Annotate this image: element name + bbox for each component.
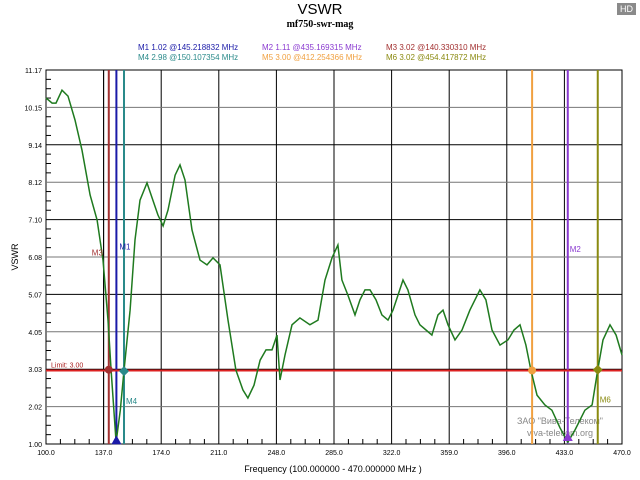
marker-label-m1: M1 [119,242,131,251]
marker-label-m4: M4 [126,397,138,406]
x-tick-label: 137.0 [95,450,113,457]
series-line [45,88,623,444]
hd-badge[interactable]: HD [617,3,636,15]
marker-label-m3: M3 [92,249,104,258]
y-tick-label: 6.08 [28,255,42,262]
x-tick-label: 396.0 [498,450,516,457]
y-tick-label: 11.17 [25,68,42,75]
x-tick-label: 285.0 [325,450,343,457]
x-tick-label: 322.0 [383,450,401,457]
chart-title: VSWR [297,1,343,18]
marker-m1-symbol [111,435,122,445]
marker-readout-m5: M5 3.00 @412.254366 MHz [262,53,362,62]
marker-readout-m1: M1 1.02 @145.218832 MHz [138,43,238,52]
x-tick-label: 174.0 [152,450,170,457]
y-tick-label: 4.05 [28,330,42,337]
y-axis-label: VSWR [10,243,20,271]
x-tick-label: 248.0 [268,450,286,457]
marker-readout-m4: M4 2.98 @150.107354 MHz [138,53,238,62]
watermark-url: viva-telecom.org [527,428,593,438]
watermark-company: ЗАО "Вива-Телеком" [517,416,603,426]
x-tick-label: 359.0 [440,450,458,457]
x-tick-label: 211.0 [210,450,227,457]
y-tick-label: 10.15 [24,105,42,112]
y-tick-label: 9.14 [28,143,42,150]
x-axis-label: Frequency (100.000000 - 470.000000 MHz ) [244,464,422,474]
y-tick-label: 5.07 [28,292,42,299]
marker-readout-m2: M2 1.11 @435.169315 MHz [262,43,362,52]
marker-m2-symbol [562,431,573,441]
y-tick-label: 3.03 [28,367,42,374]
x-tick-label: 470.0 [613,450,631,457]
marker-m6-symbol [592,364,603,375]
chart-subtitle: mf750-swr-mag [286,19,354,30]
marker-label-m6: M6 [600,396,612,405]
marker-m5-symbol [528,366,537,375]
y-tick-label: 8.12 [28,180,42,187]
marker-readout-m6: M6 3.02 @454.417872 MHz [386,53,486,62]
y-tick-label: 1.00 [28,442,42,449]
x-tick-label: 433.0 [556,450,574,457]
marker-label-m2: M2 [570,245,582,254]
y-tick-label: 2.02 [28,405,42,412]
marker-readout-m3: M3 3.02 @140.330310 MHz [386,43,486,52]
y-tick-label: 7.10 [28,218,42,225]
limit-label: Limit: 3.00 [51,362,83,369]
x-tick-label: 100.0 [37,450,55,457]
marker-m3-symbol [104,365,113,374]
marker-m4-symbol [119,366,130,377]
